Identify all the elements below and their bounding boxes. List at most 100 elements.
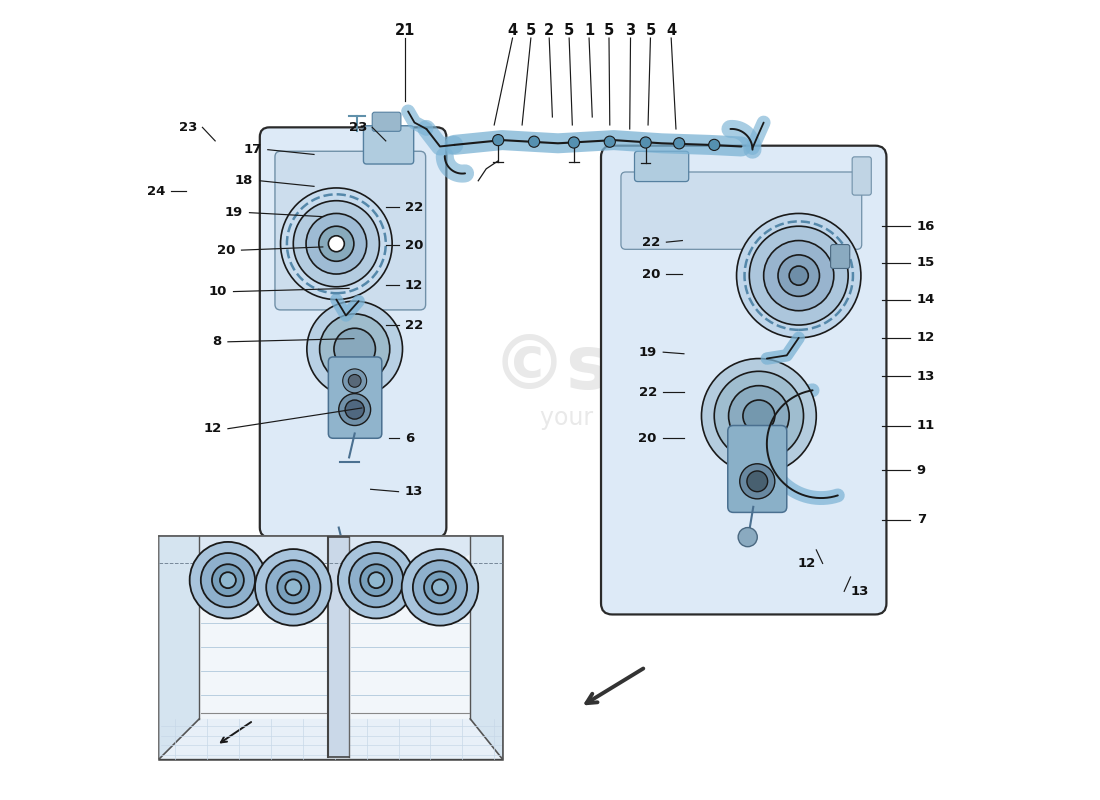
- Text: 20: 20: [217, 244, 235, 257]
- Circle shape: [338, 542, 415, 618]
- Circle shape: [708, 139, 719, 150]
- Circle shape: [201, 553, 255, 607]
- Text: ©spares: ©spares: [492, 332, 848, 405]
- Text: 23: 23: [349, 121, 367, 134]
- Circle shape: [778, 255, 820, 296]
- Circle shape: [307, 301, 403, 397]
- Text: 10: 10: [209, 285, 227, 298]
- FancyBboxPatch shape: [852, 157, 871, 195]
- Text: 23: 23: [179, 121, 198, 134]
- Circle shape: [280, 188, 392, 299]
- Circle shape: [212, 564, 244, 596]
- Text: 4: 4: [507, 22, 518, 38]
- Polygon shape: [160, 535, 199, 758]
- FancyBboxPatch shape: [160, 535, 503, 758]
- Circle shape: [739, 464, 774, 499]
- Text: 5: 5: [564, 22, 574, 38]
- Circle shape: [266, 560, 320, 614]
- Circle shape: [432, 579, 448, 595]
- Text: 22: 22: [405, 318, 424, 331]
- Circle shape: [493, 134, 504, 146]
- Circle shape: [343, 369, 366, 393]
- Circle shape: [189, 542, 266, 618]
- Text: 12: 12: [798, 557, 816, 570]
- Circle shape: [306, 214, 366, 274]
- Circle shape: [349, 374, 361, 387]
- Circle shape: [702, 358, 816, 474]
- Text: 7: 7: [916, 513, 926, 526]
- Circle shape: [749, 226, 848, 325]
- Circle shape: [339, 394, 371, 426]
- FancyBboxPatch shape: [329, 357, 382, 438]
- Text: 5: 5: [646, 22, 656, 38]
- Circle shape: [569, 137, 580, 148]
- Circle shape: [424, 571, 455, 603]
- Circle shape: [361, 564, 392, 596]
- Circle shape: [789, 266, 808, 286]
- Text: 17: 17: [243, 143, 262, 156]
- Text: 13: 13: [850, 585, 869, 598]
- Text: 20: 20: [641, 267, 660, 281]
- Text: 22: 22: [405, 201, 424, 214]
- Circle shape: [742, 400, 774, 432]
- Text: 6: 6: [405, 432, 415, 445]
- Circle shape: [319, 226, 354, 262]
- Polygon shape: [329, 537, 349, 757]
- Polygon shape: [160, 719, 503, 758]
- Circle shape: [220, 572, 235, 588]
- Circle shape: [737, 214, 861, 338]
- Text: 24: 24: [147, 185, 166, 198]
- FancyBboxPatch shape: [372, 112, 400, 131]
- FancyBboxPatch shape: [728, 426, 786, 513]
- Text: your parts since 1985: your parts since 1985: [540, 406, 799, 430]
- FancyBboxPatch shape: [363, 126, 414, 164]
- Text: 4: 4: [667, 22, 676, 38]
- Text: 19: 19: [639, 346, 657, 358]
- FancyBboxPatch shape: [830, 245, 850, 269]
- FancyBboxPatch shape: [260, 127, 447, 537]
- Text: 11: 11: [916, 419, 935, 432]
- Text: 19: 19: [224, 206, 243, 219]
- Circle shape: [320, 314, 389, 384]
- Circle shape: [412, 560, 468, 614]
- FancyBboxPatch shape: [275, 151, 426, 310]
- FancyBboxPatch shape: [621, 172, 861, 250]
- Polygon shape: [160, 535, 503, 563]
- Circle shape: [640, 137, 651, 148]
- Text: 22: 22: [641, 236, 660, 249]
- Text: 21: 21: [395, 22, 415, 38]
- Circle shape: [728, 386, 789, 446]
- Text: 12: 12: [916, 331, 935, 344]
- Text: 15: 15: [916, 256, 935, 270]
- Circle shape: [329, 236, 344, 252]
- Circle shape: [714, 371, 803, 461]
- Circle shape: [528, 136, 540, 147]
- Text: 5: 5: [526, 22, 536, 38]
- Text: 18: 18: [235, 174, 253, 187]
- Text: 3: 3: [626, 22, 636, 38]
- Text: 9: 9: [916, 464, 926, 477]
- Circle shape: [285, 579, 301, 595]
- Text: 2: 2: [544, 22, 554, 38]
- Text: 14: 14: [916, 293, 935, 306]
- Circle shape: [673, 138, 684, 149]
- Circle shape: [738, 527, 757, 546]
- Text: 20: 20: [638, 432, 657, 445]
- Text: 16: 16: [916, 220, 935, 233]
- FancyBboxPatch shape: [601, 146, 887, 614]
- Circle shape: [368, 572, 384, 588]
- Text: 1: 1: [584, 22, 594, 38]
- Text: 8: 8: [212, 335, 221, 348]
- FancyBboxPatch shape: [635, 151, 689, 182]
- Circle shape: [255, 549, 331, 626]
- Circle shape: [349, 553, 404, 607]
- Text: 5: 5: [604, 22, 614, 38]
- Circle shape: [334, 328, 375, 370]
- Circle shape: [277, 571, 309, 603]
- Text: 13: 13: [916, 370, 935, 382]
- Text: 12: 12: [405, 278, 424, 292]
- Text: 12: 12: [204, 422, 221, 435]
- Circle shape: [294, 201, 379, 286]
- Text: 13: 13: [405, 485, 424, 498]
- Circle shape: [402, 549, 478, 626]
